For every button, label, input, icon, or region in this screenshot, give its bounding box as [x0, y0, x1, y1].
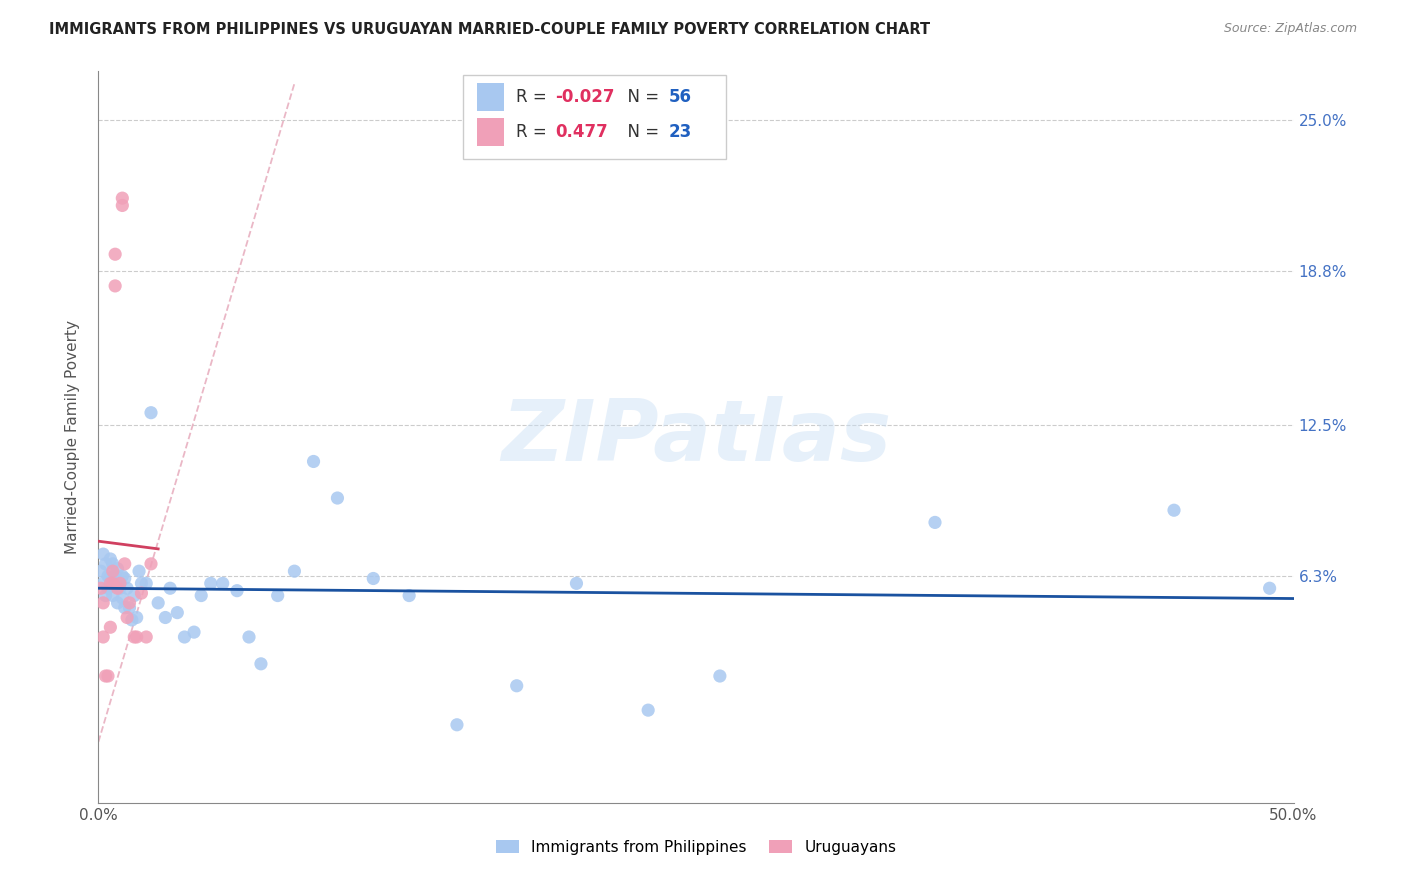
Text: 0.477: 0.477 [555, 123, 607, 141]
Point [101, 576, 124, 591]
Point [98, 572, 122, 586]
Text: N =: N = [617, 88, 665, 106]
Text: Source: ZipAtlas.com: Source: ZipAtlas.com [1223, 22, 1357, 36]
Point [91, 630, 114, 644]
Text: ZIPatlas: ZIPatlas [501, 395, 891, 479]
Point [94, 557, 117, 571]
Point [111, 198, 134, 212]
Point [283, 564, 305, 578]
Point [173, 630, 195, 644]
Point [1163, 503, 1185, 517]
Point [125, 610, 148, 624]
Point [267, 589, 290, 603]
Point [98, 552, 122, 566]
Point [104, 247, 127, 261]
Point [250, 657, 273, 671]
Text: -0.027: -0.027 [555, 88, 614, 106]
Point [101, 589, 124, 603]
Point [363, 572, 385, 586]
Text: R =: R = [516, 88, 551, 106]
Point [121, 613, 143, 627]
Point [326, 491, 349, 505]
FancyBboxPatch shape [477, 83, 503, 111]
Point [398, 589, 420, 603]
Point [108, 581, 131, 595]
Point [135, 630, 157, 644]
Point [159, 581, 181, 595]
Point [111, 569, 134, 583]
Point [97, 669, 120, 683]
Text: R =: R = [516, 123, 557, 141]
Legend: Immigrants from Philippines, Uruguayans: Immigrants from Philippines, Uruguayans [489, 834, 903, 861]
Point [183, 625, 205, 640]
Point [238, 630, 260, 644]
Point [114, 572, 136, 586]
Point [111, 591, 134, 605]
Point [118, 600, 141, 615]
Point [565, 576, 588, 591]
Text: 23: 23 [668, 123, 692, 141]
Point [115, 610, 138, 624]
FancyBboxPatch shape [463, 75, 725, 159]
Point [108, 576, 131, 591]
Point [135, 576, 157, 591]
Point [101, 557, 124, 571]
Point [139, 557, 162, 571]
Point [97, 581, 120, 595]
Point [115, 581, 138, 595]
Point [111, 191, 134, 205]
Point [90, 564, 112, 578]
Point [97, 569, 120, 583]
Point [114, 600, 136, 615]
Y-axis label: Married-Couple Family Poverty: Married-Couple Family Poverty [65, 320, 80, 554]
Point [131, 586, 153, 600]
Point [200, 576, 222, 591]
Point [98, 576, 122, 591]
Point [226, 583, 249, 598]
Point [98, 620, 122, 634]
Point [107, 562, 129, 576]
Point [90, 581, 112, 595]
Point [104, 279, 127, 293]
Point [166, 606, 188, 620]
Point [114, 557, 136, 571]
Point [125, 630, 148, 644]
Point [1258, 581, 1281, 595]
Point [446, 718, 468, 732]
Point [91, 596, 114, 610]
Point [148, 596, 170, 610]
Point [104, 576, 127, 591]
FancyBboxPatch shape [477, 118, 503, 146]
Point [211, 576, 233, 591]
Point [637, 703, 659, 717]
Text: N =: N = [617, 123, 665, 141]
Point [139, 406, 162, 420]
Point [124, 589, 146, 603]
Point [128, 564, 150, 578]
Point [101, 564, 124, 578]
Point [506, 679, 529, 693]
Point [124, 630, 146, 644]
Text: 56: 56 [668, 88, 692, 106]
Point [94, 669, 117, 683]
Point [155, 610, 177, 624]
Point [924, 516, 946, 530]
Point [108, 576, 131, 591]
Point [107, 596, 129, 610]
Point [94, 589, 117, 603]
Point [104, 569, 127, 583]
Point [190, 589, 212, 603]
Point [118, 596, 141, 610]
Point [91, 576, 114, 591]
Point [107, 581, 129, 595]
Point [91, 547, 114, 561]
Point [709, 669, 731, 683]
Text: IMMIGRANTS FROM PHILIPPINES VS URUGUAYAN MARRIED-COUPLE FAMILY POVERTY CORRELATI: IMMIGRANTS FROM PHILIPPINES VS URUGUAYAN… [49, 22, 931, 37]
Point [302, 454, 325, 468]
Point [131, 576, 153, 591]
